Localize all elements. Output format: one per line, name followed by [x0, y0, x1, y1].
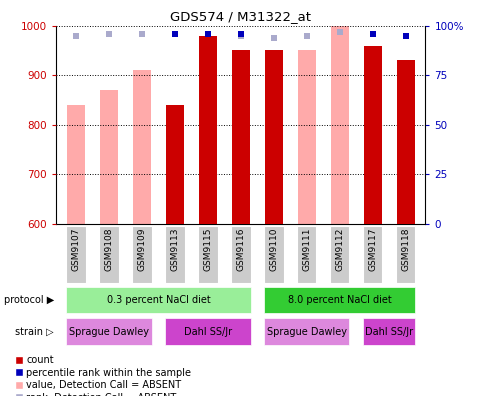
Bar	[264, 287, 414, 313]
Bar	[165, 105, 183, 224]
Bar	[66, 287, 250, 313]
Text: Dahl SS/Jr: Dahl SS/Jr	[183, 327, 231, 337]
Bar	[100, 90, 118, 224]
Bar	[165, 318, 250, 345]
Bar	[231, 226, 250, 283]
Text: protocol ▶: protocol ▶	[3, 295, 54, 305]
Text: GSM9107: GSM9107	[71, 227, 81, 271]
Bar	[231, 50, 249, 224]
Bar	[99, 226, 119, 283]
Legend: count, percentile rank within the sample, value, Detection Call = ABSENT, rank, : count, percentile rank within the sample…	[15, 355, 191, 396]
Title: GDS574 / M31322_at: GDS574 / M31322_at	[170, 10, 311, 23]
Text: GSM9116: GSM9116	[236, 227, 245, 271]
Text: 8.0 percent NaCl diet: 8.0 percent NaCl diet	[287, 295, 391, 305]
Text: GSM9112: GSM9112	[335, 227, 344, 271]
Text: 0.3 percent NaCl diet: 0.3 percent NaCl diet	[106, 295, 210, 305]
Bar	[363, 46, 381, 224]
Bar	[264, 226, 283, 283]
Bar	[165, 105, 183, 224]
Bar	[67, 105, 85, 224]
Bar	[330, 26, 348, 224]
Bar	[264, 318, 349, 345]
Text: GSM9111: GSM9111	[302, 227, 311, 271]
Text: GSM9117: GSM9117	[367, 227, 376, 271]
Bar	[362, 318, 414, 345]
Bar	[66, 226, 85, 283]
Text: GSM9115: GSM9115	[203, 227, 212, 271]
Text: strain ▷: strain ▷	[15, 327, 54, 337]
Text: GSM9108: GSM9108	[104, 227, 113, 271]
Text: GSM9109: GSM9109	[137, 227, 146, 271]
Bar	[165, 226, 184, 283]
Bar	[362, 226, 382, 283]
Bar	[199, 36, 217, 224]
Text: GSM9113: GSM9113	[170, 227, 179, 271]
Bar	[198, 226, 217, 283]
Bar	[231, 50, 249, 224]
Bar	[395, 226, 414, 283]
Text: GSM9118: GSM9118	[400, 227, 409, 271]
Bar	[132, 226, 151, 283]
Text: Sprague Dawley: Sprague Dawley	[266, 327, 346, 337]
Bar	[264, 50, 282, 224]
Text: Dahl SS/Jr: Dahl SS/Jr	[365, 327, 412, 337]
Text: Sprague Dawley: Sprague Dawley	[69, 327, 149, 337]
Bar	[296, 226, 316, 283]
Bar	[133, 70, 151, 224]
Bar	[329, 226, 349, 283]
Bar	[396, 60, 414, 224]
Bar	[264, 206, 282, 224]
Bar	[66, 318, 151, 345]
Text: GSM9110: GSM9110	[269, 227, 278, 271]
Bar	[297, 50, 315, 224]
